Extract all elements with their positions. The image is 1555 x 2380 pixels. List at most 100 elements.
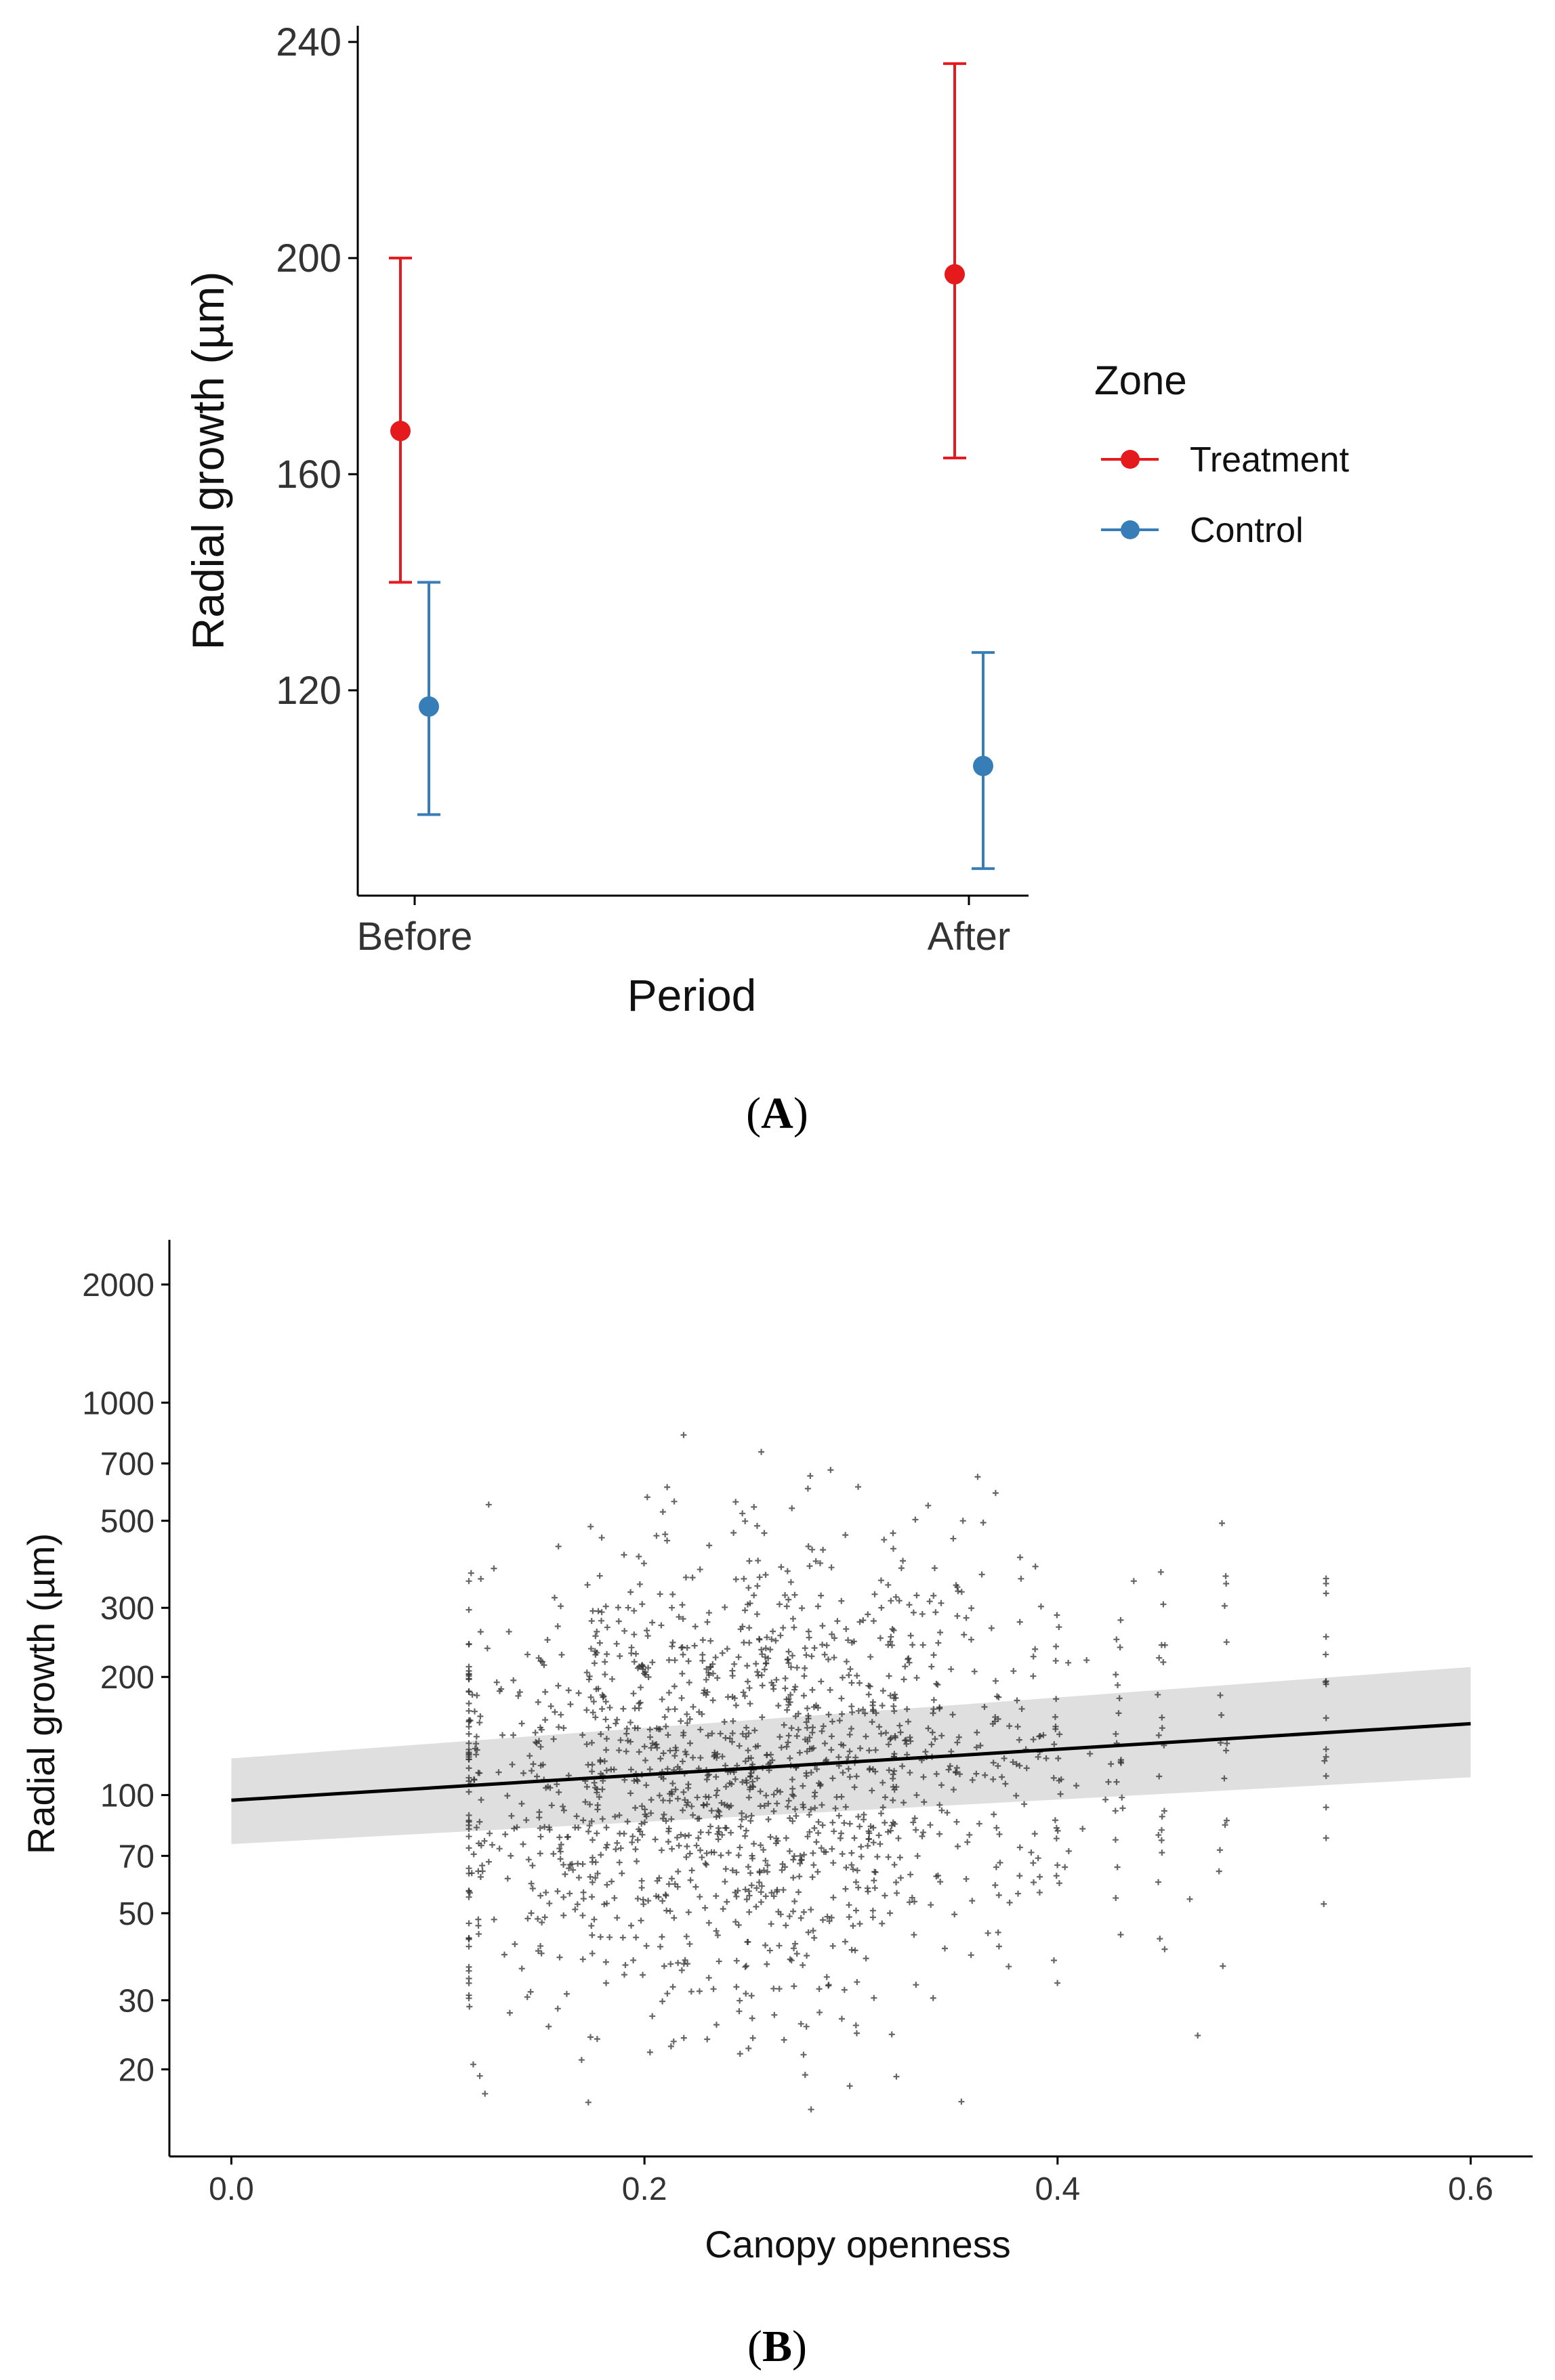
scatter-point <box>474 1692 480 1699</box>
scatter-point <box>1056 1880 1062 1887</box>
scatter-point <box>538 1950 545 1957</box>
scatter-point <box>976 1820 982 1827</box>
scatter-point <box>578 2057 585 2064</box>
scatter-point <box>789 1505 795 1511</box>
scatter-point <box>631 1658 638 1665</box>
scatter-point <box>550 1736 557 1742</box>
scatter-point <box>722 1866 729 1873</box>
scatter-point <box>871 1591 878 1598</box>
scatter-point <box>934 1873 941 1879</box>
scatter-point <box>887 1692 894 1699</box>
scatter-point <box>585 2099 592 2106</box>
scatter-point <box>1073 1782 1080 1789</box>
scatter-point <box>465 1606 472 1613</box>
panel-label-a: (A) <box>746 1089 808 1138</box>
scatter-point <box>890 1530 896 1537</box>
scatter-point <box>465 1663 472 1670</box>
scatter-point <box>1112 1837 1119 1843</box>
scatter-point <box>679 1670 686 1677</box>
scatter-point <box>929 1729 936 1736</box>
scatter-point <box>797 1852 804 1859</box>
scatter-point <box>663 1818 669 1824</box>
scatter-point <box>642 1811 648 1818</box>
scatter-point <box>537 1825 543 1832</box>
scatter-point <box>634 1895 641 1902</box>
scatter-point <box>888 1822 895 1829</box>
scatter-point <box>815 1818 822 1825</box>
scatter-point <box>992 1490 999 1497</box>
legend-key-point-treatment <box>1121 450 1140 469</box>
scatter-point <box>1113 1730 1119 1737</box>
scatter-point <box>705 1771 712 1778</box>
scatter-point <box>877 1730 884 1737</box>
scatter-point <box>642 1671 648 1678</box>
scatter-point <box>475 1916 482 1923</box>
scatter-point <box>829 1845 835 1852</box>
scatter-point <box>754 1669 761 1675</box>
scatter-point <box>722 1604 728 1610</box>
scatter-point <box>539 1919 545 1926</box>
scatter-point <box>828 1747 835 1753</box>
scatter-point <box>955 1588 961 1595</box>
scatter-point <box>558 1711 564 1718</box>
scatter-point <box>712 1654 719 1661</box>
scatter-point <box>680 2034 687 2041</box>
scatter-point <box>710 1986 717 1992</box>
scatter-point <box>501 1951 507 1958</box>
scatter-point <box>795 1889 802 1896</box>
scatter-point <box>729 1667 736 1674</box>
scatter-point <box>1158 1826 1165 1833</box>
scatter-point <box>510 1732 517 1738</box>
scatter-point <box>993 1864 999 1871</box>
scatter-point <box>557 1856 564 1862</box>
scatter-point <box>762 1857 769 1864</box>
scatter-point <box>883 1730 890 1736</box>
scatter-point <box>694 1816 701 1822</box>
fit-line <box>231 1721 1471 1802</box>
scatter-point <box>638 1684 644 1691</box>
scatter-point <box>770 1893 777 1900</box>
scatter-point <box>714 1932 721 1939</box>
scatter-point <box>465 1671 472 1678</box>
scatter-point <box>1216 1847 1223 1854</box>
scatter-point <box>649 2013 656 2020</box>
scatter-point <box>974 1474 981 1480</box>
scatter-point <box>819 1917 826 1923</box>
scatter-point <box>1220 1963 1226 1969</box>
scatter-point <box>1117 1758 1124 1765</box>
scatter-point <box>589 1894 596 1900</box>
scatter-point <box>910 1819 917 1826</box>
scatter-point <box>760 1867 767 1874</box>
scatter-point <box>666 1797 673 1804</box>
scatter-point <box>1032 1563 1039 1570</box>
scatter-point <box>524 1651 531 1658</box>
scatter-point <box>959 1518 966 1524</box>
scatter-point <box>661 1963 667 1969</box>
scatter-point <box>465 1845 472 1852</box>
scatter-point <box>682 1833 688 1839</box>
scatter-point <box>743 1780 750 1787</box>
scatter-point <box>518 1965 525 1972</box>
scatter-point <box>941 1945 948 1952</box>
scatter-point <box>783 1743 790 1750</box>
scatter-point <box>564 1834 571 1841</box>
scatter-point <box>991 1811 997 1818</box>
scatter-point <box>580 1896 587 1902</box>
scatter-point <box>823 1974 830 1980</box>
scatter-point <box>809 1729 816 1736</box>
scatter-point <box>846 2083 853 2089</box>
scatter-point <box>821 1651 828 1658</box>
scatter-point <box>587 1646 594 1652</box>
scatter-point <box>556 1845 563 1852</box>
scatter-point <box>667 1747 673 1754</box>
scatter-point <box>1030 1736 1037 1743</box>
scatter-point <box>1221 1775 1228 1782</box>
scatter-point <box>928 1902 934 1908</box>
scatter-point <box>770 1808 777 1814</box>
scatter-point <box>652 1836 659 1843</box>
scatter-point <box>668 1816 675 1822</box>
scatter-point <box>848 1640 855 1646</box>
scatter-point <box>812 1805 818 1812</box>
scatter-point <box>739 1623 746 1630</box>
scatter-point <box>771 2011 778 2018</box>
